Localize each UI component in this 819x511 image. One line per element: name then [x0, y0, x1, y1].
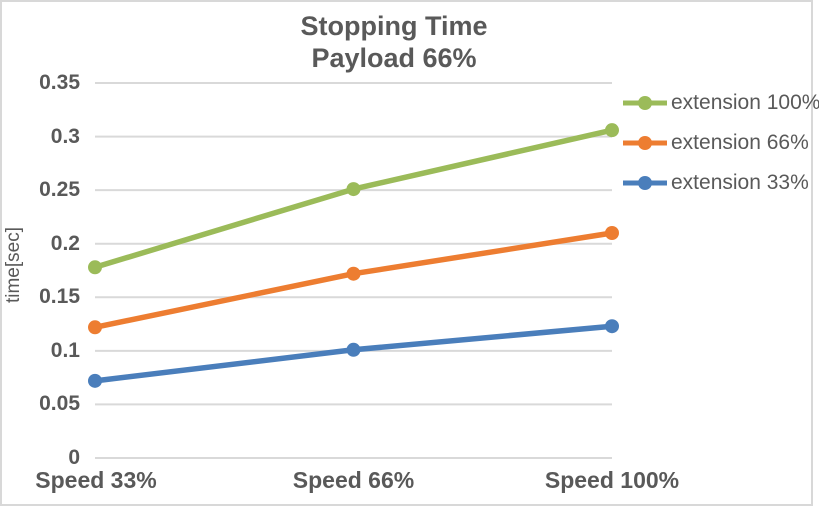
y-tick-label: 0.1	[50, 338, 80, 362]
data-point-marker	[346, 342, 361, 357]
legend-line-marker-icon	[623, 176, 667, 190]
chart-title-line1: Stopping Time	[300, 11, 488, 41]
x-category-label: Speed 100%	[544, 467, 680, 493]
data-point-marker	[88, 320, 102, 335]
data-point-marker	[605, 226, 619, 240]
legend-item: extension 33%	[622, 169, 809, 197]
y-tick-label: 0	[68, 446, 80, 469]
y-tick-label: 0.35	[39, 71, 80, 94]
y-tick-label: 0.15	[39, 285, 80, 309]
y-tick-label: 0.2	[50, 231, 80, 255]
data-point-marker	[346, 266, 361, 281]
chart-title: Stopping Time Payload 66%	[0, 10, 788, 74]
legend-label: extension 100%	[671, 91, 819, 114]
y-tick-label: 0.25	[39, 178, 80, 202]
data-point-marker	[605, 319, 619, 334]
legend-label: extension 66%	[671, 131, 809, 154]
data-point-marker	[88, 373, 102, 388]
legend-line-marker-icon	[623, 96, 667, 110]
data-point-marker	[605, 123, 619, 138]
data-point-marker	[88, 260, 102, 275]
legend-label: extension 33%	[671, 171, 809, 194]
legend-line-marker-icon	[623, 136, 667, 150]
legend-item: extension 100%	[622, 89, 819, 117]
chart-title-line2: Payload 66%	[311, 43, 477, 73]
y-tick-label: 0.3	[50, 124, 80, 148]
x-category-label: Speed 33%	[35, 467, 157, 493]
x-category-label: Speed 66%	[292, 467, 415, 493]
data-point-marker	[346, 182, 361, 197]
y-tick-label: 0.05	[39, 392, 80, 416]
legend-item: extension 66%	[622, 129, 809, 157]
